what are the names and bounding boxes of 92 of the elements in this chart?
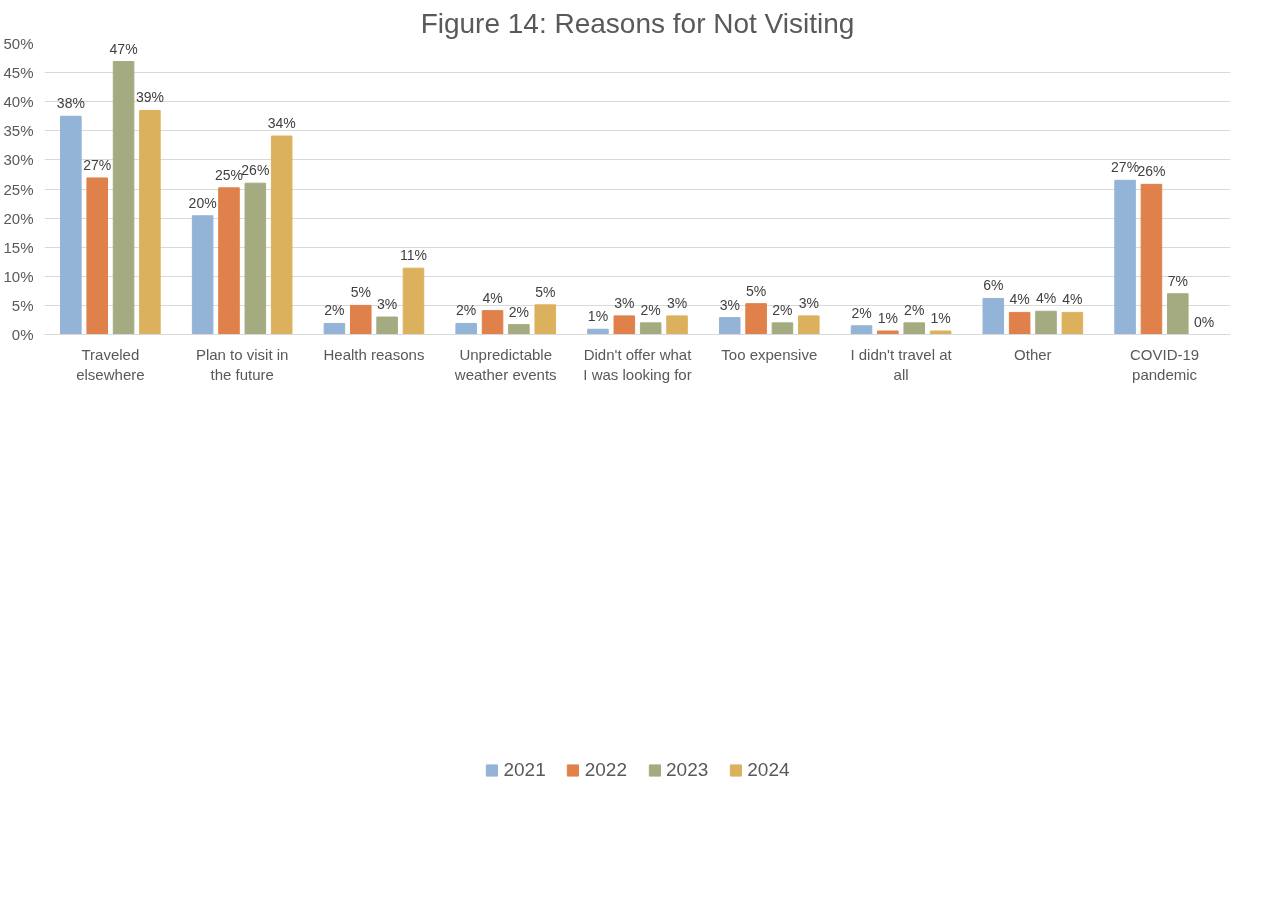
data-label: 6%: [983, 277, 1004, 294]
data-label: 0%: [1194, 313, 1215, 330]
x-tick-label: Unpredictable weather events: [453, 345, 557, 383]
y-tick-label: 30%: [3, 151, 34, 169]
x-tick-label: I didn't travel at all: [850, 345, 953, 383]
data-label: 3%: [798, 294, 819, 311]
y-tick-label: 15%: [3, 238, 34, 256]
data-label: 5%: [350, 284, 371, 301]
data-label: 7%: [1167, 272, 1188, 289]
data-label: 2%: [508, 303, 530, 320]
data-label: 26%: [1137, 163, 1166, 180]
y-tick-label: 0%: [11, 326, 34, 343]
y-tick-label: 25%: [3, 180, 34, 198]
data-label: 3%: [614, 294, 635, 311]
data-label: 2%: [640, 301, 661, 318]
bar: [877, 330, 899, 335]
x-tick-label: COVID-19 pandemic: [1130, 345, 1200, 383]
bar: [455, 322, 477, 335]
x-tick-label: Too expensive: [721, 345, 818, 363]
data-label: 4%: [1062, 291, 1083, 308]
data-label: 5%: [745, 282, 767, 299]
bar: [376, 316, 398, 335]
bar: [270, 135, 293, 335]
bar: [139, 109, 161, 335]
data-label: 2%: [851, 304, 872, 321]
data-label: 3%: [719, 296, 740, 313]
data-label: 47%: [109, 40, 138, 57]
data-label: 20%: [188, 194, 217, 211]
bar: [639, 322, 662, 335]
data-label: 2%: [772, 301, 793, 318]
data-label: 1%: [587, 308, 609, 325]
legend-label: 2021: [503, 758, 546, 781]
legend-label: 2024: [747, 758, 790, 781]
bar: [534, 304, 557, 335]
x-tick-label: Health reasons: [323, 345, 425, 363]
y-tick-label: 50%: [3, 35, 34, 52]
data-label: 4%: [482, 289, 503, 306]
bar: [613, 315, 636, 335]
y-tick-label: 35%: [3, 122, 34, 140]
data-label: 38%: [56, 95, 85, 112]
bar: [1167, 293, 1189, 335]
bar: [244, 182, 267, 335]
bar: [112, 61, 135, 335]
bar: [850, 325, 873, 335]
y-tick-label: 10%: [3, 267, 34, 285]
bar: [666, 315, 688, 335]
data-label: 2%: [456, 302, 477, 319]
data-label: 5%: [535, 283, 556, 300]
bar: [771, 322, 794, 335]
y-tick-label: 40%: [3, 93, 34, 111]
data-label: 4%: [1009, 291, 1030, 308]
data-label: 3%: [377, 296, 398, 313]
x-tick-label: Traveled elsewhere: [76, 345, 145, 383]
bar: [982, 297, 1005, 335]
data-label: 3%: [666, 294, 688, 311]
data-label: 4%: [1035, 290, 1057, 307]
data-label: 2%: [324, 302, 345, 319]
bar: [1035, 310, 1057, 335]
bar: [218, 187, 240, 335]
y-tick-label: 5%: [11, 296, 34, 314]
data-label: 34%: [267, 115, 296, 132]
bar: [349, 304, 372, 335]
bar: [1008, 311, 1031, 335]
bar: [745, 303, 767, 335]
x-tick-label: Didn't offer what I was looking for: [583, 345, 693, 383]
x-tick-label: Other: [1014, 345, 1052, 363]
bar: [508, 324, 530, 335]
bar: [60, 115, 82, 335]
data-label: 1%: [930, 310, 951, 327]
y-tick-label: 45%: [3, 64, 34, 82]
data-label: 2%: [904, 301, 925, 318]
bar: [718, 317, 741, 335]
bar: [903, 322, 926, 335]
bar: [1061, 311, 1084, 335]
bar: [1114, 179, 1136, 335]
bar: [929, 330, 952, 335]
legend-label: 2023: [666, 758, 709, 781]
data-label: 1%: [877, 310, 898, 327]
x-tick-label: Plan to visit in the future: [195, 345, 289, 383]
bar: [191, 215, 214, 335]
bar: [481, 310, 504, 335]
data-label: 27%: [83, 156, 112, 173]
chart-title: Figure 14: Reasons for Not Visiting: [420, 7, 855, 39]
bar: [86, 177, 108, 335]
bar: [798, 315, 820, 335]
bar: [402, 267, 425, 335]
legend-label: 2022: [584, 758, 627, 781]
bar: [323, 322, 346, 335]
bar: [1140, 183, 1163, 335]
data-label: 11%: [399, 247, 427, 264]
y-tick-label: 20%: [3, 209, 34, 227]
data-label: 39%: [135, 89, 164, 106]
